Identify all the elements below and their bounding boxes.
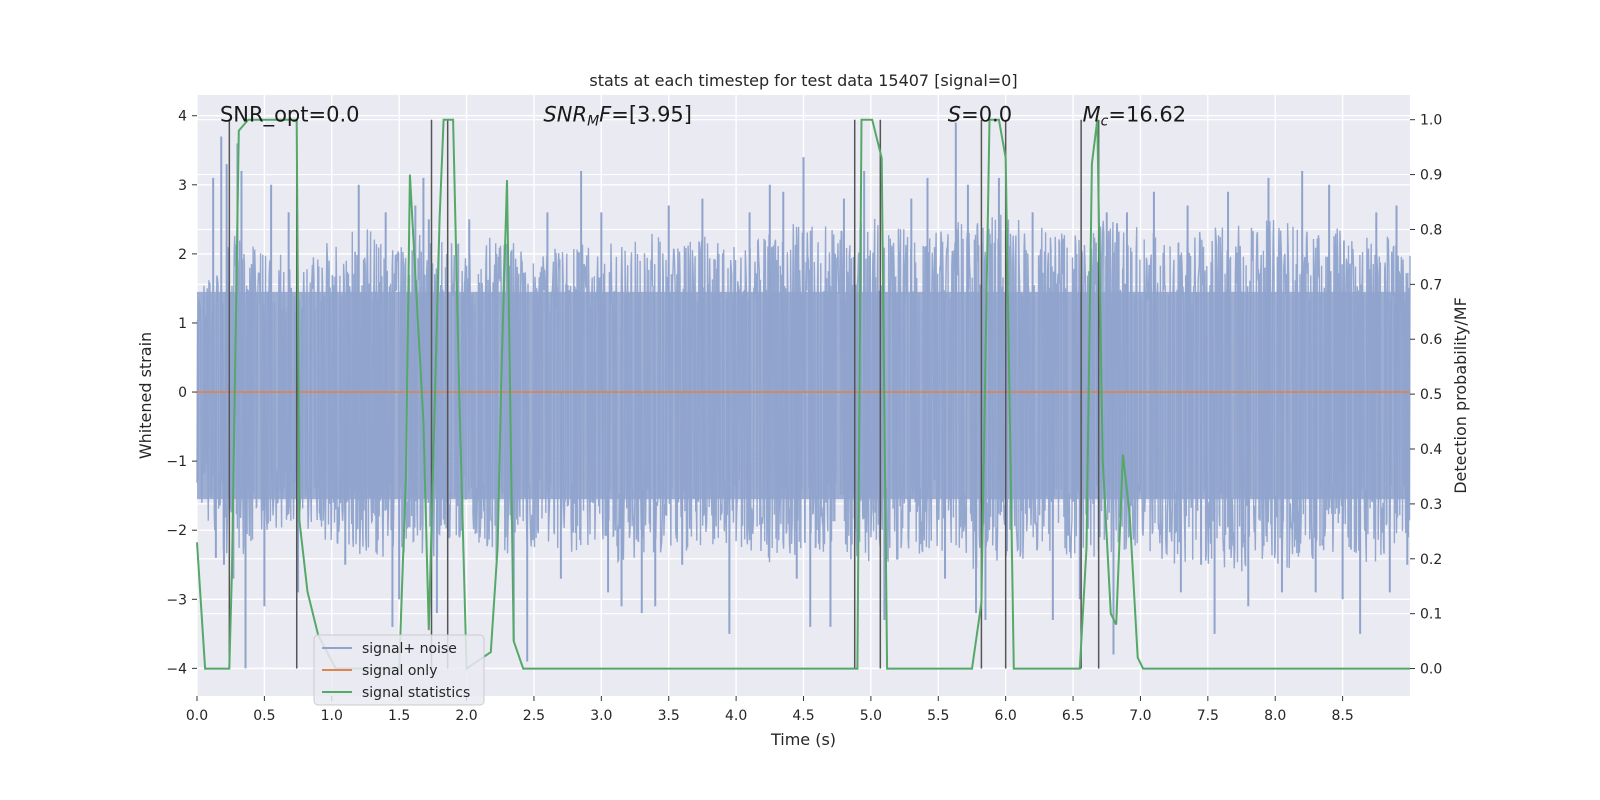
x-tick-label: 5.0 bbox=[860, 708, 882, 724]
signal-statistics-line bbox=[196, 118, 1410, 671]
y-tick-label: 1 bbox=[178, 316, 187, 332]
x-axis-label: Time (s) bbox=[770, 730, 836, 749]
legend-label: signal+ noise bbox=[362, 641, 457, 657]
x-tick-label: 8.0 bbox=[1264, 708, 1286, 724]
y2-tick-label: 0.2 bbox=[1420, 552, 1442, 568]
series-signal-noise bbox=[196, 122, 1411, 669]
y2-tick-label: 1.0 bbox=[1420, 113, 1442, 129]
axes: 0.0 0.5 1.0 1.5 2.0 2.5 3.0 3.5 4.0 4.5 5.0 5.5 6.0 6… bbox=[166, 109, 1442, 724]
x-tick-label: 7.5 bbox=[1197, 708, 1219, 724]
y2-tick-label: 0.1 bbox=[1420, 607, 1442, 623]
y-tick-label: 3 bbox=[178, 178, 187, 194]
legend: signal+ noise signal only signal statistic… bbox=[313, 634, 485, 706]
y2-tick-label: 0.5 bbox=[1420, 387, 1442, 403]
y2-tick-label: 0.3 bbox=[1420, 497, 1442, 513]
chart-title: stats at each timestep for test data 154… bbox=[589, 71, 1017, 90]
x-tick-label: 2.5 bbox=[523, 708, 545, 724]
x-tick-label: 1.0 bbox=[321, 708, 343, 724]
x-tick-label: 4.5 bbox=[792, 708, 814, 724]
legend-box bbox=[313, 634, 485, 706]
annotation-part: SNR_opt=0.0 bbox=[220, 103, 360, 128]
annotation-part: =16.62 bbox=[1108, 103, 1186, 127]
y-tick-label: −4 bbox=[166, 661, 187, 677]
annotation-part: F bbox=[599, 103, 612, 127]
y2-tick-label: 0.7 bbox=[1420, 277, 1442, 293]
legend-label: signal only bbox=[362, 663, 437, 679]
annotations: SNR_opt=0.0 SNRMF=[3.95] S=0.0 Mc=16.62 bbox=[220, 103, 1186, 130]
y-tick-label: 0 bbox=[178, 385, 187, 401]
x-tick-label: 1.5 bbox=[388, 708, 410, 724]
y-axis-label: Whitened strain bbox=[136, 332, 155, 459]
y2-tick-label: 0.0 bbox=[1420, 662, 1442, 678]
annotation-part: M bbox=[1083, 103, 1101, 127]
legend-label: signal statistics bbox=[362, 685, 470, 701]
annotation-part: c bbox=[1101, 114, 1109, 130]
annotation: SNRMF=[3.95] bbox=[543, 103, 692, 130]
x-tick-label: 3.5 bbox=[658, 708, 680, 724]
x-tick-label: 6.5 bbox=[1062, 708, 1084, 724]
annotation: SNR_opt=0.0 bbox=[220, 103, 360, 128]
y-tick-label: 2 bbox=[178, 247, 187, 263]
x-tick-label: 3.0 bbox=[590, 708, 612, 724]
annotation-part: S bbox=[948, 103, 961, 127]
x-tick-label: 5.5 bbox=[927, 708, 949, 724]
y-tick-label: −3 bbox=[166, 592, 187, 608]
x-tick-label: 6.0 bbox=[995, 708, 1017, 724]
annotation-part: SNR bbox=[543, 103, 587, 127]
annotation-part: =0.0 bbox=[961, 103, 1012, 127]
x-tick-label: 8.5 bbox=[1331, 708, 1353, 724]
annotation-part: =[3.95] bbox=[611, 103, 692, 127]
y2-axis-label: Detection probability/MF bbox=[1451, 297, 1470, 494]
x-tick-label: 0.0 bbox=[186, 708, 208, 724]
annotation: Mc=16.62 bbox=[1083, 103, 1187, 130]
x-tick-label: 2.0 bbox=[455, 708, 477, 724]
y2-tick-label: 0.4 bbox=[1420, 442, 1442, 458]
annotation-part: M bbox=[587, 114, 599, 130]
y2-tick-label: 0.9 bbox=[1420, 168, 1442, 184]
x-tick-label: 7.0 bbox=[1129, 708, 1151, 724]
x-tick-label: 4.0 bbox=[725, 708, 747, 724]
series-signal-statistics bbox=[196, 118, 1410, 671]
y-tick-label: −1 bbox=[166, 454, 187, 470]
y-tick-label: 4 bbox=[178, 109, 187, 125]
y2-tick-label: 0.6 bbox=[1420, 332, 1442, 348]
y-tick-label: −2 bbox=[166, 523, 187, 539]
x-tick-label: 0.5 bbox=[253, 708, 275, 724]
y2-tick-label: 0.8 bbox=[1420, 222, 1442, 238]
annotation: S=0.0 bbox=[948, 103, 1012, 127]
